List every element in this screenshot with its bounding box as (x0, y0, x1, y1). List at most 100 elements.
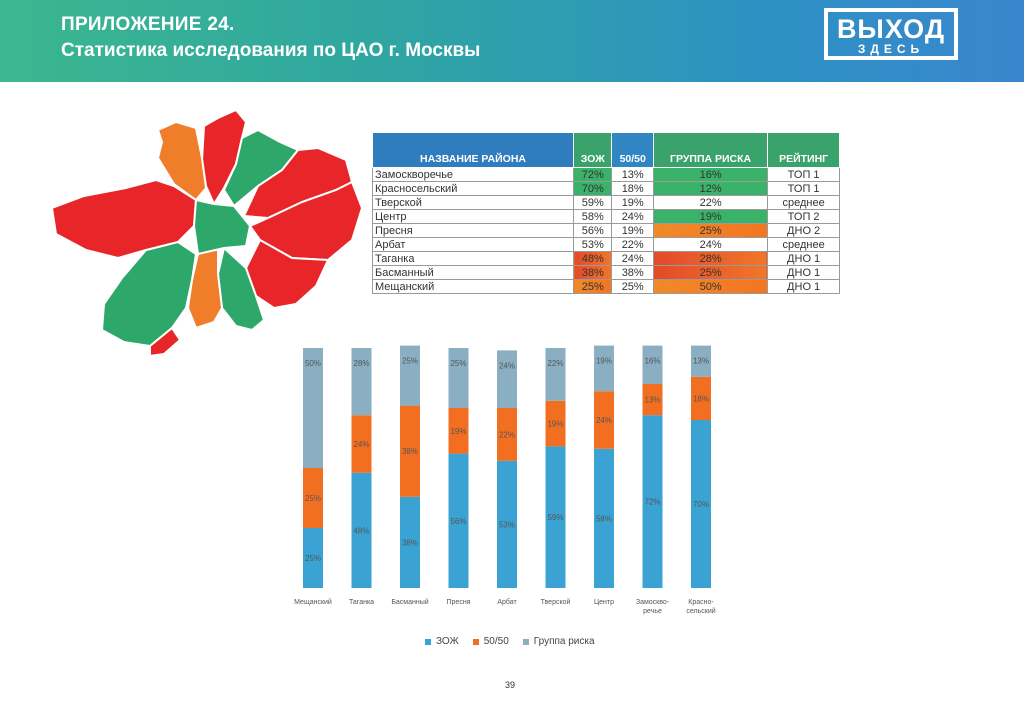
district-name-cell: Тверской (372, 195, 574, 210)
category-label: Мещанский (294, 598, 332, 606)
header-risk-group: ГРУППА РИСКА (652, 132, 769, 168)
bar-data-label: 25% (450, 359, 466, 368)
stacked-bar-chart: 25% 25% 50% Мещанский 48% 24% 28% Таганка 38% 38%… (294, 345, 716, 615)
map-district-southwest-red (149, 326, 182, 356)
bar-segment (303, 348, 323, 468)
category-label: Арбат (497, 598, 517, 606)
zozh-cell: 72% (572, 167, 613, 182)
bar-data-label: 22% (547, 359, 563, 368)
logo-text-bottom: ЗДЕСЬ (857, 42, 925, 56)
map-district-basmanny (248, 180, 364, 262)
bar-data-label: 25% (305, 554, 321, 563)
bar-segment (400, 405, 420, 497)
district-name-cell: Замоскворечье (372, 167, 574, 182)
bar-data-label: 53% (499, 520, 515, 529)
table-row: Мещанский 25% 25% 50% ДНО 1 (372, 279, 840, 294)
district-name-cell: Красносельский (372, 181, 574, 196)
rating-cell: ТОП 1 (767, 167, 840, 182)
category-label: Таганка (349, 599, 374, 606)
chart-legend: ЗОЖ 50/50 Группа риска (425, 636, 595, 647)
table-row: Пресня 56% 19% 25% ДНО 2 (372, 223, 840, 238)
logo: ВЫХОД ЗДЕСЬ (824, 8, 958, 60)
district-name-cell: Центр (372, 209, 574, 224)
table-row: Басманный 38% 38% 25% ДНО 1 (372, 265, 840, 280)
bar-segment (545, 446, 566, 588)
page-subtitle: Статистика исследования по ЦАО г. Москвы (61, 40, 481, 61)
legend-label-fifty: 50/50 (483, 636, 509, 647)
category-label: Красно- (688, 599, 714, 606)
district-name-cell: Таганка (372, 251, 574, 266)
bar-data-label: 24% (353, 440, 369, 449)
rating-cell: ТОП 1 (767, 181, 840, 196)
bar-segment (400, 345, 420, 406)
page-title: ПРИЛОЖЕНИЕ 24. (61, 14, 235, 35)
legend-label-risk: Группа риска (533, 636, 595, 647)
district-map (50, 108, 364, 356)
bar-data-label: 13% (644, 396, 660, 405)
bar-data-label: 24% (499, 361, 515, 370)
zozh-cell: 53% (572, 237, 613, 252)
bar-segment (303, 468, 323, 528)
fifty-cell: 38% (611, 265, 654, 280)
bar-segment (448, 453, 469, 588)
bar-data-label: 13% (693, 357, 709, 366)
logo-text-top: ВЫХОД (836, 14, 946, 44)
category-label: Тверской (541, 598, 571, 606)
bar-data-label: 19% (547, 420, 563, 429)
bar-segment (691, 376, 711, 420)
category-label: Басманный (391, 598, 428, 606)
fifty-cell: 19% (611, 223, 654, 238)
zozh-cell: 70% (572, 181, 613, 196)
legend-swatch-risk (522, 638, 529, 645)
risk-cell: 28% (652, 251, 769, 266)
rating-cell: ДНО 1 (767, 251, 840, 266)
bar-data-label: 19% (450, 427, 466, 436)
legend-item-fifty: 50/50 (472, 636, 509, 647)
bar-data-label: 22% (499, 430, 515, 439)
legend-swatch-fifty (472, 638, 479, 645)
table-header-row: НАЗВАНИЕ РАЙОНА ЗОЖ 50/50 ГРУППА РИСКА Р… (372, 132, 840, 168)
bar-data-label: 70% (693, 500, 709, 509)
risk-cell: 25% (652, 265, 769, 280)
bar-segment (691, 420, 711, 588)
bar-data-label: 16% (644, 357, 660, 366)
table-row: Таганка 48% 24% 28% ДНО 1 (372, 251, 840, 266)
bar-data-label: 58% (596, 514, 612, 523)
bar-data-label: 25% (305, 494, 321, 503)
bar-data-label: 18% (693, 394, 709, 403)
table-row: Красносельский 70% 18% 12% ТОП 1 (372, 181, 840, 196)
bar-segment (497, 408, 517, 461)
fifty-cell: 19% (611, 195, 654, 210)
header-banner: ПРИЛОЖЕНИЕ 24. Статистика исследования п… (0, 0, 1024, 82)
bar-segment (642, 415, 663, 588)
fifty-cell: 22% (611, 237, 654, 252)
table-row: Тверской 59% 19% 22% среднее (372, 195, 840, 210)
rating-cell: ДНО 1 (767, 279, 840, 294)
rating-cell: ДНО 2 (767, 223, 840, 238)
rating-cell: ДНО 1 (767, 265, 840, 280)
zozh-cell: 38% (572, 265, 613, 280)
category-label: Центр (594, 599, 614, 606)
bar-data-label: 50% (305, 359, 321, 368)
table-row: Центр 58% 24% 19% ТОП 2 (372, 209, 840, 224)
bar-segment (497, 350, 517, 408)
rating-cell: ТОП 2 (767, 209, 840, 224)
header-rating: РЕЙТИНГ (767, 132, 840, 168)
bar-segment (351, 348, 372, 416)
district-name-cell: Арбат (372, 237, 574, 252)
bar-data-label: 19% (596, 357, 612, 366)
fifty-cell: 13% (611, 167, 654, 182)
bar-segment (497, 460, 517, 588)
legend-label-zozh: ЗОЖ (436, 636, 459, 647)
bar-data-label: 48% (353, 526, 369, 535)
category-label: речье (643, 608, 662, 615)
table-row: Замоскворечье 72% 13% 16% ТОП 1 (372, 167, 840, 182)
bar-data-label: 72% (644, 498, 660, 507)
bar-segment (594, 345, 614, 392)
risk-cell: 25% (652, 223, 769, 238)
bar-data-label: 59% (547, 513, 563, 522)
page-number: 39 (505, 680, 516, 690)
bar-segment (642, 384, 663, 416)
risk-cell: 12% (652, 181, 769, 196)
fifty-cell: 18% (611, 181, 654, 196)
